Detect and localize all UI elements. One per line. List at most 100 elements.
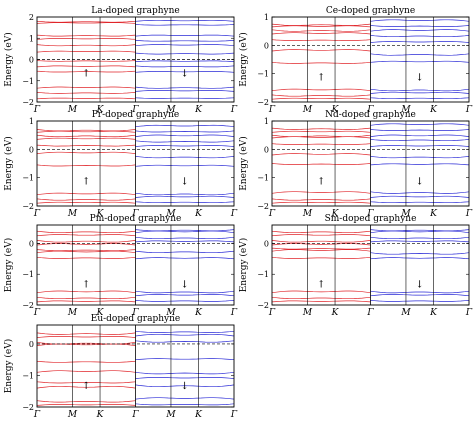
band-line [135,377,235,379]
band-line [36,34,136,37]
band-line [271,25,371,28]
band-line [370,139,470,142]
band-line [271,230,371,234]
band-line [36,137,136,140]
band-line [36,38,136,40]
band-line [370,300,470,302]
x-tick-label: M [165,308,176,318]
band-panel: Ce-doped graphyne Energy (eV) −2 −1 0 1 ↑ ↓ Γ M K Γ… [238,6,473,115]
y-tick-label: −1 [257,70,269,79]
band-line [36,385,136,389]
band-line [135,250,235,254]
spin-down-arrow: ↓ [416,177,424,188]
x-tick-label: M [165,209,176,219]
band-line [36,134,136,138]
band-line [36,300,136,303]
band-line [271,134,371,138]
band-line [370,257,470,260]
band-line [135,124,235,128]
y-tick-label: 2 [29,13,34,22]
band-line [370,201,470,204]
band-line [271,198,371,201]
series-down [370,123,470,204]
x-tick-label: Γ [268,308,276,318]
band-line [271,234,371,237]
x-tick-label: Γ [33,410,41,420]
band-line [135,290,235,294]
panel-title: Eu-doped graphyne [91,314,181,324]
spin-up-arrow: ↑ [82,177,90,188]
band-line [36,20,136,23]
band-line [36,198,136,201]
y-tick-label: −1 [22,270,34,279]
band-line [36,92,136,94]
band-line [370,123,470,126]
x-tick-label: Γ [230,105,238,115]
band-line [370,134,470,137]
band-line [36,336,136,338]
band-line [135,86,235,89]
x-tick-label: Γ [366,308,374,318]
band-line [135,52,235,55]
y-tick-label: 1 [29,117,34,126]
y-tick-label: 0 [264,145,269,154]
y-tick-label: −1 [22,174,34,183]
y-tick-label: −1 [22,77,34,86]
x-tick-label: K [331,209,340,219]
y-axis-label: Energy (eV) [3,238,14,293]
band-line [36,240,136,243]
band-line [370,240,470,243]
y-tick-label: 0 [29,340,34,349]
spin-down-arrow: ↓ [181,279,189,290]
band-line [271,191,371,194]
band-line [135,403,235,406]
band-line [135,195,235,198]
x-tick-label: Γ [366,105,374,115]
series-up [271,127,371,204]
y-tick-label: −2 [257,202,269,211]
y-axis-label: Energy (eV) [238,32,249,87]
band-line [135,201,235,204]
band-line [135,156,235,159]
y-tick-label: −2 [257,301,269,310]
band-line [135,134,235,137]
band-line [370,25,470,27]
band-line [36,60,136,62]
band-line [370,191,470,194]
x-tick-label: Γ [465,308,473,318]
x-tick-label: Γ [230,410,238,420]
band-line [271,94,371,97]
band-line [135,333,235,337]
band-line [271,300,371,303]
y-tick-label: 1 [264,13,269,22]
band-line [370,19,470,22]
band-panel: La-doped graphyne Energy (eV) −2 −1 0 1 2 ↑ ↓ Γ M K… [3,6,238,115]
band-line [135,90,235,92]
band-line [135,71,235,73]
x-tick-label: Γ [33,105,41,115]
band-line [36,343,136,346]
band-panel: Sm-doped graphyne Energy (eV) −2 −1 0 ↑ ↓ Γ M K Γ M… [238,214,473,318]
band-line [370,195,470,198]
series-down [135,19,235,99]
x-tick-label: Γ [230,209,238,219]
x-tick-label: M [165,410,176,420]
band-line [36,151,136,154]
band-line [271,127,371,130]
band-line [271,136,371,139]
band-line [36,44,136,47]
band-line [370,88,470,92]
x-tick-label: K [96,410,105,420]
band-line [370,29,470,32]
band-line [135,97,235,99]
band-line [271,29,371,32]
band-line [370,156,470,159]
series-up [271,23,371,100]
x-tick-label: K [194,209,203,219]
y-axis-label: Energy (eV) [3,136,14,191]
x-tick-label: Γ [131,308,139,318]
band-line [271,61,371,64]
y-tick-label: 0 [264,41,269,50]
band-line [36,249,136,252]
